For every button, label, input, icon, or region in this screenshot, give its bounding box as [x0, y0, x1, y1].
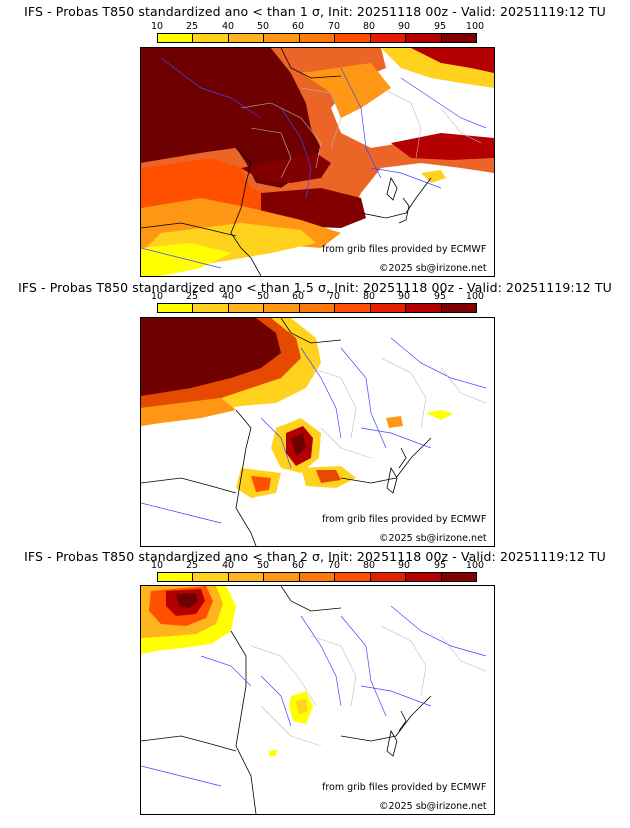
cbar-label: 60	[291, 21, 305, 32]
cbar-label: 25	[185, 291, 199, 302]
cbar-label: 10	[150, 560, 164, 571]
colorbar-swatch	[158, 573, 194, 581]
colorbar-swatch	[335, 573, 371, 581]
cbar-label: 70	[327, 291, 341, 302]
colorbar-swatch	[335, 34, 371, 42]
colorbar-swatch	[193, 34, 229, 42]
cbar-label: 80	[362, 21, 376, 32]
cbar-label: 70	[327, 560, 341, 571]
colorbar-swatch	[370, 573, 407, 581]
cbar-label: 100	[465, 291, 485, 302]
cbar-label: 10	[150, 291, 164, 302]
cbar-label: 40	[221, 21, 235, 32]
cbar-label: 50	[256, 21, 270, 32]
colorbar-swatch	[335, 304, 371, 312]
cbar-label: 95	[433, 21, 447, 32]
credit-copyright: ©2025 sb@irizone.net	[379, 801, 487, 812]
colorbar-labels: 10 25 40 50 60 70 80 90 95 100	[151, 560, 484, 571]
colorbar-swatch	[264, 34, 300, 42]
credit-grib: from grib files provided by ECMWF	[322, 244, 487, 255]
colorbar-swatch	[228, 304, 265, 312]
cbar-label: 25	[185, 560, 199, 571]
cbar-label: 60	[291, 291, 305, 302]
colorbar-swatch	[228, 573, 265, 581]
cbar-label: 50	[256, 291, 270, 302]
probability-map-3: from grib files provided by ECMWF ©2025 …	[140, 585, 495, 815]
cbar-label: 40	[221, 291, 235, 302]
credit-grib: from grib files provided by ECMWF	[322, 514, 487, 525]
colorbar-swatch	[264, 304, 300, 312]
probability-map-2: from grib files provided by ECMWF ©2025 …	[140, 317, 495, 547]
panel-3-title: IFS - Probas T850 standardized ano < tha…	[24, 549, 606, 564]
cbar-label: 90	[397, 560, 411, 571]
cbar-label: 10	[150, 21, 164, 32]
colorbar-swatch	[158, 304, 194, 312]
colorbar-swatch	[228, 34, 265, 42]
colorbar-swatch	[441, 304, 476, 312]
colorbar-swatch	[299, 34, 336, 42]
cbar-label: 80	[362, 560, 376, 571]
colorbar-swatch	[406, 34, 442, 42]
colorbar-labels: 10 25 40 50 60 70 80 90 95 100	[151, 291, 484, 302]
colorbar	[157, 33, 477, 43]
colorbar-swatch	[406, 573, 442, 581]
cbar-label: 100	[465, 560, 485, 571]
cbar-label: 90	[397, 21, 411, 32]
colorbar	[157, 572, 477, 582]
panel-1-title: IFS - Probas T850 standardized ano < tha…	[24, 4, 606, 19]
cbar-label: 90	[397, 291, 411, 302]
colorbar-swatch	[299, 304, 336, 312]
cbar-label: 95	[433, 291, 447, 302]
colorbar-swatch	[406, 304, 442, 312]
probability-map-1: from grib files provided by ECMWF ©2025 …	[140, 47, 495, 277]
colorbar-swatch	[193, 573, 229, 581]
colorbar-swatch	[441, 34, 476, 42]
credit-copyright: ©2025 sb@irizone.net	[379, 533, 487, 544]
cbar-label: 95	[433, 560, 447, 571]
colorbar-swatch	[441, 573, 476, 581]
credit-grib: from grib files provided by ECMWF	[322, 782, 487, 793]
cbar-label: 70	[327, 21, 341, 32]
cbar-label: 50	[256, 560, 270, 571]
colorbar-labels: 10 25 40 50 60 70 80 90 95 100	[151, 21, 484, 32]
colorbar-swatch	[299, 573, 336, 581]
panel-2-title: IFS - Probas T850 standardized ano < tha…	[18, 280, 612, 295]
cbar-label: 100	[465, 21, 485, 32]
colorbar	[157, 303, 477, 313]
cbar-label: 25	[185, 21, 199, 32]
cbar-label: 60	[291, 560, 305, 571]
cbar-label: 80	[362, 291, 376, 302]
colorbar-swatch	[370, 304, 407, 312]
credit-copyright: ©2025 sb@irizone.net	[379, 263, 487, 274]
colorbar-swatch	[370, 34, 407, 42]
colorbar-swatch	[264, 573, 300, 581]
cbar-label: 40	[221, 560, 235, 571]
colorbar-swatch	[158, 34, 194, 42]
colorbar-swatch	[193, 304, 229, 312]
